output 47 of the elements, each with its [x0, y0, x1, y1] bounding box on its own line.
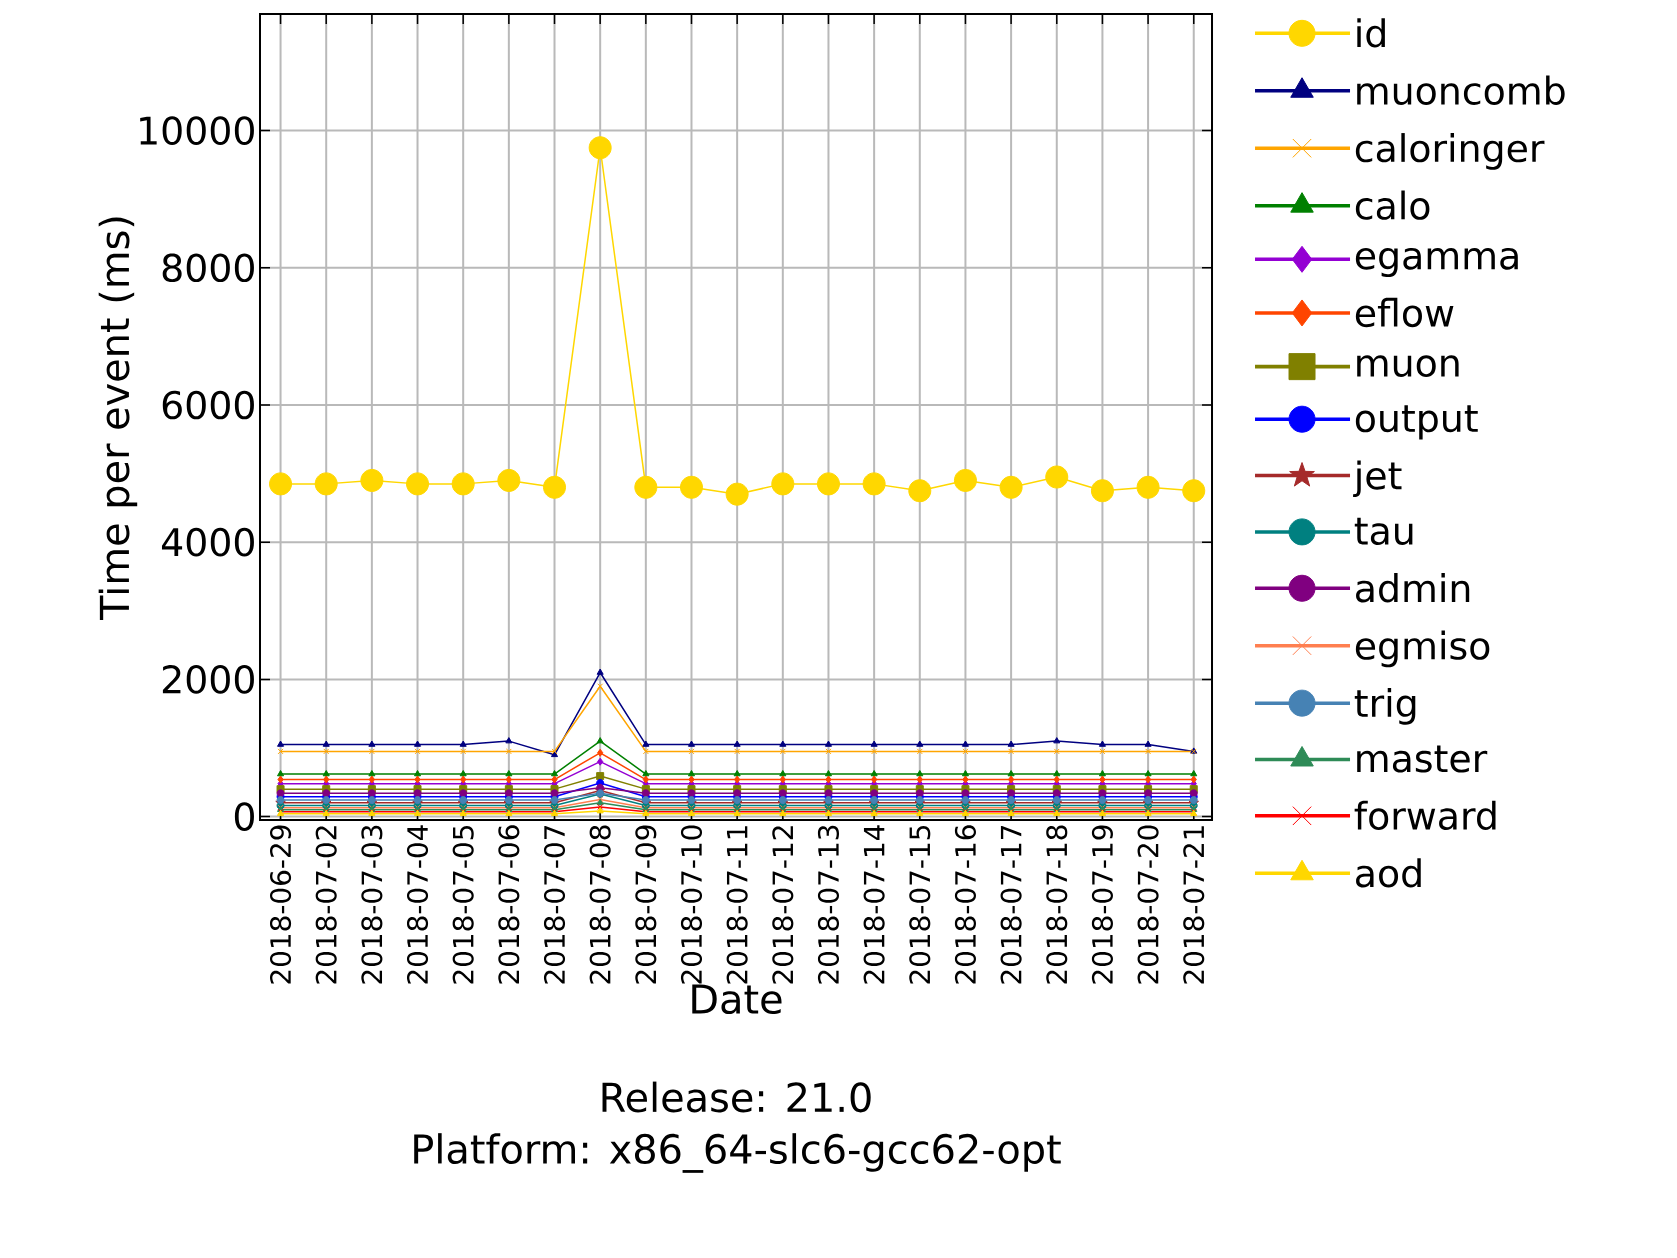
legend-label: tau	[1354, 517, 1413, 545]
legend-label: trig	[1354, 688, 1416, 725]
text: Platform: x86_64-slc6-gcc62-opt	[414, 1133, 1061, 1173]
x-tick-label: 2018-07-15	[909, 825, 931, 984]
y-tick-label: 2000	[162, 665, 254, 694]
y-tick-label: 0	[234, 802, 254, 831]
y-tick-label: 6000	[162, 390, 254, 420]
x-tick-label: 2018-07-12	[772, 826, 794, 984]
legend-label: muoncomb	[1357, 75, 1565, 105]
x-tick-label: 2018-07-04	[406, 825, 429, 984]
legend-label: eflow	[1355, 297, 1454, 328]
y-axis-title: Time per event (ms)	[98, 217, 138, 621]
text: Release: 21.0	[602, 1081, 871, 1113]
x-tick-label: 2018-07-20	[1137, 825, 1159, 984]
x-tick-label: 2018-07-14	[863, 825, 885, 984]
legend-label: caloringer	[1355, 133, 1545, 170]
x-axis-title: Date	[692, 984, 782, 1015]
legend-label: muon	[1357, 355, 1459, 378]
x-tick-label: 2018-07-08	[589, 825, 611, 984]
y-tick-label: 8000	[162, 253, 254, 283]
x-tick-label: 2018-07-11	[726, 826, 748, 984]
legend-label: egamma	[1355, 247, 1518, 278]
x-tick-label: 2018-07-21	[1183, 826, 1205, 984]
x-tick-label: 2018-07-03	[361, 825, 383, 984]
legend-label: calo	[1355, 190, 1430, 220]
x-tick-label: 2018-07-13	[817, 825, 840, 984]
y-tick-label: 4000	[161, 527, 254, 557]
x-tick-label: 2018-07-06	[498, 825, 520, 984]
x-tick-label: 2018-07-09	[635, 825, 657, 984]
legend-label: aod	[1356, 858, 1421, 888]
legend-label: egmiso	[1355, 630, 1490, 668]
legend-label: admin	[1356, 573, 1470, 603]
legend-label: master	[1357, 745, 1488, 773]
x-tick-label: 2018-07-19	[1091, 825, 1113, 984]
x-tick-label: 2018-07-18	[1046, 825, 1068, 984]
x-tick-label: 2018-07-16	[954, 825, 976, 984]
legend-label: forward	[1354, 800, 1496, 831]
x-tick-label: 2018-07-07	[543, 825, 566, 984]
legend-label: jet	[1353, 460, 1402, 498]
x-tick-label: 2018-07-10	[680, 825, 703, 984]
x-tick-label: 2018-06-29	[270, 825, 292, 984]
legend-label: output	[1355, 405, 1478, 440]
x-tick-label: 2018-07-02	[315, 826, 337, 984]
x-tick-label: 2018-07-05	[452, 825, 474, 984]
y-tick-label: 10000	[140, 116, 254, 145]
legend-label: id	[1357, 18, 1385, 48]
x-tick-label: 2018-07-17	[1000, 825, 1022, 984]
